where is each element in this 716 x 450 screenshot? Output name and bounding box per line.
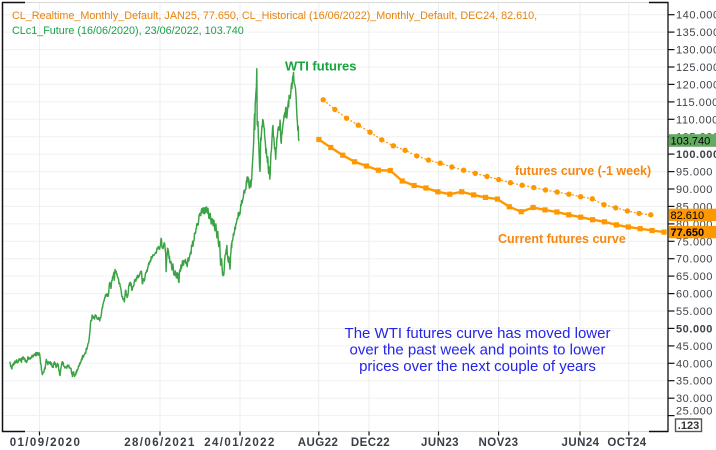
svg-text:55.000: 55.000 <box>676 306 713 318</box>
svg-text:28/06/2021: 28/06/2021 <box>124 437 196 449</box>
svg-text:futures curve (-1 week): futures curve (-1 week) <box>515 164 651 178</box>
svg-text:01/09/2020: 01/09/2020 <box>10 437 82 449</box>
svg-text:.123: .123 <box>678 420 699 432</box>
svg-text:140.000: 140.000 <box>676 10 716 22</box>
svg-text:AUG22: AUG22 <box>298 437 339 449</box>
svg-text:125.000: 125.000 <box>676 62 716 74</box>
svg-text:90.000: 90.000 <box>676 184 713 196</box>
svg-text:over the past week and points: over the past week and points to lower <box>350 342 606 359</box>
svg-text:40.000: 40.000 <box>676 358 713 370</box>
svg-text:135.000: 135.000 <box>676 27 716 39</box>
svg-text:70.000: 70.000 <box>676 254 713 266</box>
svg-text:Current futures curve: Current futures curve <box>498 232 626 246</box>
svg-text:35.000: 35.000 <box>676 376 713 388</box>
svg-text:The WTI futures curve has move: The WTI futures curve has moved lower <box>345 325 611 342</box>
svg-text:JUN24: JUN24 <box>561 437 599 449</box>
svg-text:45.000: 45.000 <box>676 341 713 353</box>
svg-text:JUN23: JUN23 <box>421 437 459 449</box>
svg-text:24/01/2022: 24/01/2022 <box>204 437 276 449</box>
svg-text:120.000: 120.000 <box>676 79 716 91</box>
svg-text:50.000: 50.000 <box>676 323 713 335</box>
svg-text:CLc1_Future (16/06/2020), 23/0: CLc1_Future (16/06/2020), 23/06/2022, 10… <box>12 25 244 37</box>
svg-text:115.000: 115.000 <box>676 97 716 109</box>
svg-text:30.000: 30.000 <box>676 393 713 405</box>
svg-text:110.000: 110.000 <box>676 114 716 126</box>
svg-text:100.000: 100.000 <box>676 149 716 161</box>
svg-text:103.740: 103.740 <box>671 136 711 148</box>
svg-text:CL_Realtime_Monthly_Default, J: CL_Realtime_Monthly_Default, JAN25, 77.6… <box>12 10 537 22</box>
svg-text:95.000: 95.000 <box>676 167 713 179</box>
svg-text:prices over the next couple of: prices over the next couple of years <box>359 358 596 375</box>
svg-text:60.000: 60.000 <box>676 289 713 301</box>
svg-text:25.000: 25.000 <box>676 406 713 418</box>
svg-text:WTI futures: WTI futures <box>285 59 357 74</box>
svg-text:82.610: 82.610 <box>671 210 705 222</box>
svg-text:NOV23: NOV23 <box>479 437 519 449</box>
svg-text:OCT24: OCT24 <box>607 437 646 449</box>
svg-text:75.000: 75.000 <box>676 236 713 248</box>
svg-text:130.000: 130.000 <box>676 45 716 57</box>
svg-text:65.000: 65.000 <box>676 271 713 283</box>
svg-text:77.650: 77.650 <box>671 227 705 239</box>
svg-text:DEC22: DEC22 <box>351 437 390 449</box>
